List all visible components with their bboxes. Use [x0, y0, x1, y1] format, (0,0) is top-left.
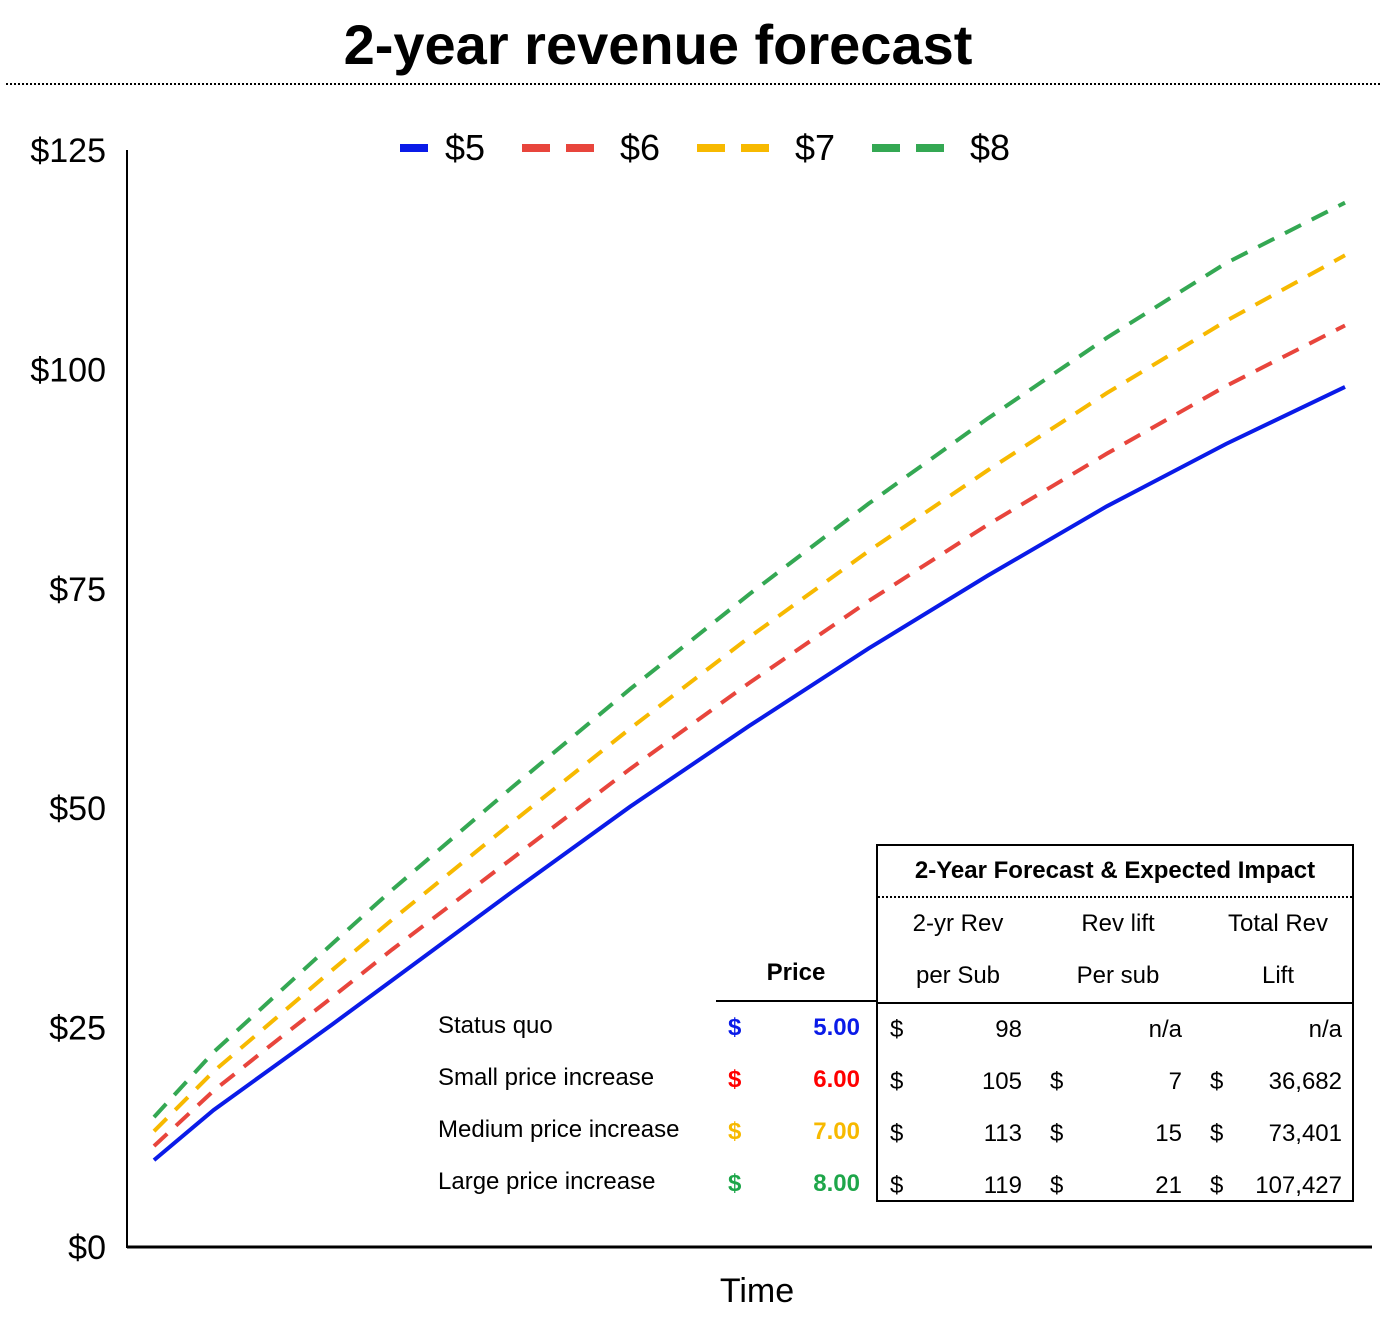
price-row: $ 5.00	[716, 1002, 876, 1054]
lift-currency: $	[1050, 1172, 1064, 1199]
title-divider	[6, 83, 1380, 85]
total-currency: $	[1210, 1172, 1224, 1199]
total-currency: $	[1210, 1120, 1224, 1147]
header-line: Per sub	[1076, 962, 1160, 989]
legend-label: $6	[620, 127, 660, 168]
scenario-label: Small price increase	[438, 1064, 655, 1091]
rev-currency: $	[890, 1120, 904, 1147]
scenario-labels: Status quo Small price increase Medium p…	[438, 1000, 708, 1208]
price-currency: $	[728, 1170, 742, 1197]
y-tick-label: $0	[68, 1229, 106, 1267]
legend-label: $5	[445, 127, 485, 168]
impact-table: 2-Year Forecast & Expected Impact 2-yr R…	[876, 844, 1354, 1202]
total-value: n/a	[1308, 1016, 1342, 1043]
total-currency: $	[1210, 1068, 1224, 1095]
lift-value: n/a	[1148, 1016, 1182, 1043]
rev-value: 113	[983, 1120, 1022, 1147]
price-row: $ 6.00	[716, 1054, 876, 1106]
price-currency: $	[728, 1014, 742, 1041]
header-line: Total Rev	[1227, 910, 1329, 937]
legend-label: $8	[970, 127, 1010, 168]
scenario-label: Large price increase	[438, 1168, 656, 1195]
price-currency: $	[728, 1118, 742, 1145]
chart-title: 2-year revenue forecast	[343, 13, 973, 76]
rev-currency: $	[890, 1016, 904, 1043]
y-tick-label: $125	[30, 132, 106, 170]
y-tick-label: $100	[30, 351, 106, 389]
series-line	[152, 385, 1346, 1162]
price-row: $ 7.00	[716, 1106, 876, 1158]
price-row: $ 8.00	[716, 1158, 876, 1210]
impact-column-headers: 2-yr Rev per Sub Rev lift Per sub Total …	[878, 898, 1352, 1004]
lift-value: 21	[1155, 1172, 1182, 1199]
y-tick-label: $50	[49, 790, 106, 828]
lift-currency: $	[1050, 1068, 1064, 1095]
series-line	[152, 200, 1346, 1119]
y-tick-label: $25	[49, 1010, 106, 1048]
series-line	[152, 253, 1346, 1133]
price-value: 5.00	[813, 1014, 860, 1041]
rev-lift-header: Rev lift Per sub	[1038, 898, 1198, 1002]
series-lines	[152, 200, 1346, 1162]
rev-value: 119	[983, 1172, 1022, 1199]
price-column: Price $ 5.00 $ 6.00 $ 7.00 $ 8.00	[716, 946, 876, 1210]
total-rev-lift-header: Total Rev Lift	[1198, 898, 1358, 1002]
price-value: 8.00	[813, 1170, 860, 1197]
rev-value: 105	[981, 1068, 1022, 1095]
series-line	[152, 323, 1346, 1148]
total-value: 107,427	[1255, 1172, 1342, 1199]
header-line: Lift	[1261, 962, 1294, 989]
impact-row: $ 105 $ 7 $ 36,682	[878, 1056, 1352, 1108]
price-header: Price	[716, 946, 876, 1002]
scenario-label: Status quo	[438, 1012, 553, 1039]
y-tick-label: $75	[49, 571, 106, 609]
impact-row: $ 119 $ 21 $ 107,427	[878, 1160, 1352, 1212]
y-tick-labels: $0 $25 $50 $75 $100 $125	[30, 132, 106, 1267]
header-line: per Sub	[915, 962, 1001, 989]
total-value: 36,682	[1268, 1068, 1342, 1095]
scenario-label: Medium price increase	[438, 1116, 680, 1143]
price-currency: $	[728, 1066, 742, 1093]
price-value: 7.00	[813, 1118, 860, 1145]
legend-label: $7	[795, 127, 835, 168]
rev-value: 98	[995, 1016, 1022, 1043]
header-line: Rev lift	[1081, 910, 1155, 937]
impact-table-title: 2-Year Forecast & Expected Impact	[878, 846, 1352, 898]
impact-row: $ 113 $ 15 $ 73,401	[878, 1108, 1352, 1160]
legend: $5 $6 $7 $8	[400, 127, 1010, 168]
price-value: 6.00	[813, 1066, 860, 1093]
lift-value: 7	[1168, 1068, 1182, 1095]
total-value: 73,401	[1268, 1120, 1342, 1147]
lift-currency: $	[1050, 1120, 1064, 1147]
lift-value: 15	[1155, 1120, 1182, 1147]
rev-currency: $	[890, 1172, 904, 1199]
header-line: 2-yr Rev	[912, 910, 1004, 937]
rev-currency: $	[890, 1068, 904, 1095]
rev-per-sub-header: 2-yr Rev per Sub	[878, 898, 1038, 1002]
x-axis-label: Time	[720, 1272, 794, 1310]
impact-row: $ 98 n/a n/a	[878, 1004, 1352, 1056]
